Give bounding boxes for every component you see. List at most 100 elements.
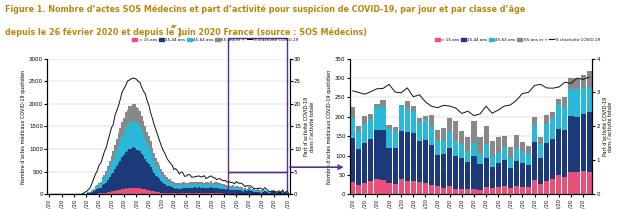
Bar [210, 187, 212, 193]
Bar [125, 112, 127, 126]
Bar [273, 190, 275, 192]
Bar [241, 189, 243, 191]
Bar [184, 182, 185, 184]
Bar [157, 162, 159, 167]
Bar [544, 181, 549, 194]
Bar [125, 152, 127, 189]
Bar [212, 185, 214, 188]
Bar [266, 191, 268, 192]
Bar [447, 186, 452, 194]
Bar [193, 188, 195, 193]
Bar [417, 182, 422, 194]
Bar [423, 116, 428, 119]
Bar [268, 192, 269, 194]
Bar [508, 158, 513, 168]
Bar [120, 141, 121, 161]
Bar [155, 176, 157, 192]
Bar [171, 181, 173, 183]
Bar [118, 163, 120, 190]
Bar [490, 167, 495, 188]
Bar [453, 156, 459, 189]
Legend: < 15 ans, 15-44 ans, 45-64 ans, 65 ans et +, % d’activité COVID-19: < 15 ans, 15-44 ans, 45-64 ans, 65 ans e… [433, 36, 602, 43]
Bar [496, 138, 501, 153]
Bar [141, 154, 142, 189]
Bar [146, 162, 148, 190]
Bar [137, 188, 139, 194]
Bar [392, 131, 398, 148]
Bar [381, 180, 386, 194]
Bar [236, 190, 237, 194]
Y-axis label: Part d’activité COVID-19
dans l’activité totale: Part d’activité COVID-19 dans l’activité… [603, 97, 614, 156]
Bar [496, 163, 501, 187]
Bar [399, 131, 404, 179]
Bar [526, 187, 531, 194]
Bar [501, 136, 507, 147]
Bar [221, 185, 223, 189]
Bar [483, 187, 489, 194]
Bar [202, 182, 203, 184]
Y-axis label: Nombre d’actes médicaux COVID-19 quotidien: Nombre d’actes médicaux COVID-19 quotidi… [21, 69, 26, 184]
Bar [180, 193, 182, 194]
Bar [120, 190, 121, 194]
Bar [180, 189, 182, 193]
Bar [244, 189, 246, 190]
Bar [244, 190, 246, 194]
Bar [386, 129, 392, 148]
Bar [520, 163, 525, 186]
Bar [123, 155, 125, 189]
Bar [381, 107, 386, 130]
Bar [563, 130, 568, 177]
Bar [441, 141, 446, 154]
Bar [173, 188, 175, 193]
Bar [150, 191, 152, 194]
Bar [198, 187, 200, 193]
Bar [266, 192, 268, 194]
Bar [429, 115, 434, 126]
Bar [148, 136, 150, 147]
Bar [103, 184, 105, 193]
Text: Figure 1. Nombre d’actes SOS Médecins et part d’activité pour suspicion de COVID: Figure 1. Nombre d’actes SOS Médecins et… [5, 4, 525, 14]
Bar [125, 126, 127, 152]
Bar [563, 97, 568, 107]
Bar [435, 155, 440, 186]
Bar [157, 167, 159, 177]
Bar [526, 146, 531, 154]
Bar [526, 154, 531, 165]
Bar [178, 185, 180, 189]
Bar [210, 181, 212, 184]
Bar [550, 117, 556, 139]
Bar [96, 185, 98, 186]
Bar [483, 126, 489, 144]
Bar [161, 192, 163, 194]
Bar [453, 189, 459, 194]
Bar [187, 183, 189, 185]
Bar [100, 184, 101, 188]
Bar [232, 185, 234, 187]
Bar [168, 193, 169, 194]
Bar [182, 182, 184, 185]
Bar [100, 182, 101, 184]
Bar [232, 187, 234, 190]
Bar [246, 189, 248, 190]
Bar [237, 186, 239, 187]
Bar [146, 132, 148, 143]
Bar [198, 182, 200, 184]
Bar [404, 132, 410, 181]
Bar [89, 192, 91, 193]
Bar [191, 188, 193, 193]
Bar [209, 185, 210, 189]
Bar [417, 141, 422, 182]
Bar [508, 168, 513, 188]
Bar [268, 191, 269, 192]
Bar [107, 180, 109, 192]
Bar [280, 192, 282, 194]
Bar [107, 172, 109, 180]
Bar [246, 191, 248, 194]
Bar [153, 173, 155, 191]
Bar [109, 177, 110, 192]
Bar [399, 106, 404, 131]
Bar [121, 135, 123, 157]
Bar [173, 185, 175, 188]
Bar [568, 78, 573, 89]
Bar [471, 121, 476, 143]
